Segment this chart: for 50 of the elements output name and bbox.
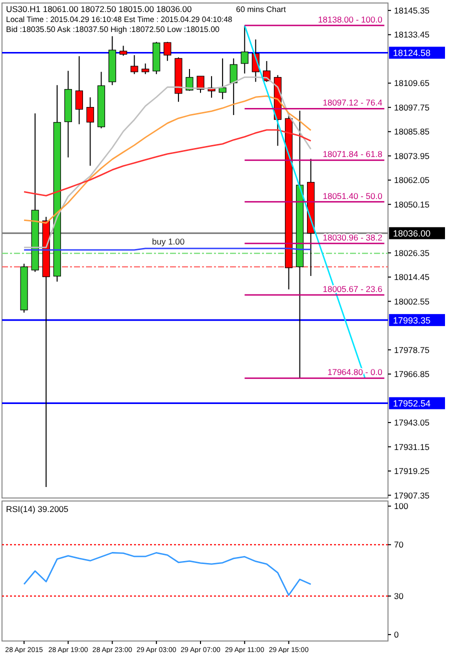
y-tick-label: 0 bbox=[394, 630, 399, 640]
candlestick bbox=[130, 54, 138, 75]
y-tick-label: 18050.15 bbox=[394, 199, 430, 210]
series-label: 18071.84 - 61.8 bbox=[322, 149, 383, 160]
series-label: 18138.00 - 100.0 bbox=[318, 14, 383, 24]
candlestick bbox=[218, 58, 226, 100]
annotation: 60 mins Chart bbox=[236, 5, 287, 14]
line-series bbox=[23, 129, 312, 196]
ref-line-label: buy 1.00 bbox=[152, 236, 185, 246]
series-label: 18097.12 - 76.4 bbox=[322, 98, 383, 108]
y-tick-label: 18073.95 bbox=[394, 150, 430, 161]
y-tick-label: 17966.85 bbox=[394, 369, 430, 380]
candlestick bbox=[120, 45, 128, 56]
series-label: 18030.96 - 38.2 bbox=[322, 232, 383, 242]
y-tick-label: 18085.85 bbox=[394, 126, 430, 137]
line-series bbox=[23, 95, 312, 224]
candlestick bbox=[196, 76, 204, 94]
candlestick bbox=[75, 56, 83, 125]
y-tick-label: 18109.65 bbox=[394, 78, 430, 88]
y-tick-label: 17978.75 bbox=[394, 344, 430, 355]
y-tick-label: 18097.75 bbox=[394, 102, 430, 112]
y-tick-label: 30 bbox=[394, 591, 404, 602]
candlestick bbox=[240, 24, 248, 74]
ref-line-label: 17993.35 bbox=[393, 316, 431, 326]
y-tick-label: 18133.45 bbox=[394, 30, 430, 40]
y-tick-label: 100 bbox=[394, 501, 408, 512]
y-tick-label: 18002.55 bbox=[394, 296, 430, 306]
series-label: 17964.80 - 0.0 bbox=[327, 367, 383, 378]
y-tick-label: 18014.45 bbox=[394, 272, 430, 282]
chart-title: US30.H1 18061.00 18072.50 18015.00 18036.00 bbox=[6, 4, 192, 14]
y-tick-label: 70 bbox=[394, 540, 404, 550]
y-tick-label: 17943.05 bbox=[394, 418, 430, 428]
ref-line-label: 18124.58 bbox=[393, 48, 431, 58]
series-label: 18051.40 - 50.0 bbox=[322, 190, 383, 201]
chart-title: RSI(14) 39.2005 bbox=[6, 504, 69, 514]
y-tick-label: 17919.25 bbox=[394, 466, 430, 476]
candlestick bbox=[86, 96, 94, 166]
ref-line-label: 17952.54 bbox=[393, 398, 431, 409]
y-tick-label: 17931.15 bbox=[394, 442, 430, 452]
y-tick-label: 18145.35 bbox=[394, 5, 430, 16]
ref-line-label: 18036.00 bbox=[393, 228, 431, 239]
annotation: Bid :18035.50 Ask :18037.50 High :18072.50 Low :18015.00 bbox=[6, 25, 220, 34]
y-tick-label: 18062.05 bbox=[394, 175, 430, 186]
y-tick-label: 18026.35 bbox=[394, 248, 430, 258]
line-series bbox=[23, 552, 312, 596]
candlestick bbox=[142, 63, 150, 75]
candlestick bbox=[164, 41, 172, 62]
candlestick bbox=[230, 58, 238, 116]
candlestick bbox=[186, 68, 194, 92]
y-tick-label: 17907.35 bbox=[394, 490, 430, 500]
